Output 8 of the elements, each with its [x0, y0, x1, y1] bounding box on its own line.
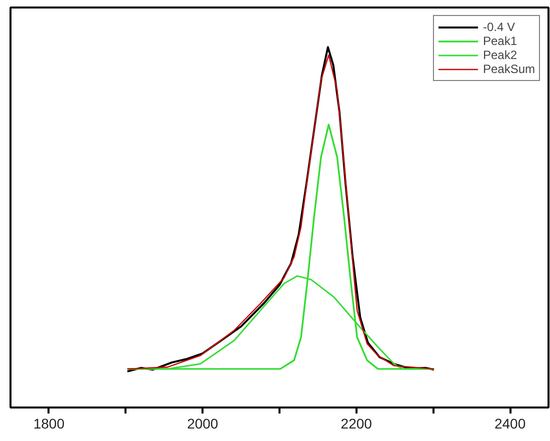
x-tick-label: 2200 [340, 416, 372, 432]
legend-label: Peak1 [482, 34, 517, 48]
legend-label: -0.4 V [482, 20, 515, 34]
x-tick-label: 1800 [33, 416, 65, 432]
x-tick-label: 2000 [187, 416, 218, 432]
legend-label: PeakSum [482, 62, 535, 76]
x-tick-label: 2400 [494, 416, 526, 432]
legend-label: Peak2 [482, 48, 517, 62]
